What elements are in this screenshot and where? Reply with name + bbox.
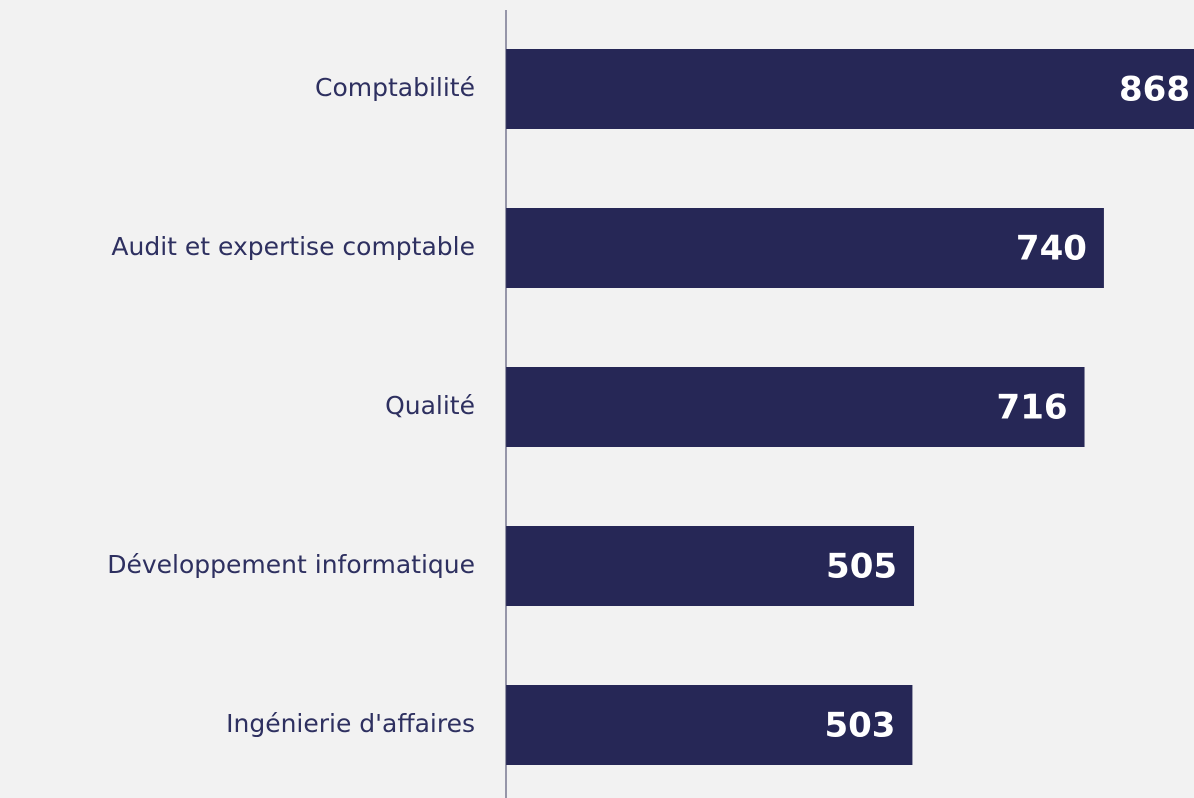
bar: [506, 208, 1104, 288]
bar: [506, 685, 913, 765]
bar: [506, 49, 1194, 129]
value-label: 505: [826, 547, 897, 587]
value-label: 740: [1016, 229, 1087, 269]
category-label: Comptabilité: [315, 73, 475, 102]
category-label: Ingénierie d'affaires: [226, 709, 475, 738]
category-label: Audit et expertise comptable: [111, 232, 475, 261]
bar: [506, 367, 1085, 447]
bar: [506, 526, 915, 606]
category-label: Développement informatique: [107, 550, 475, 579]
value-label: 716: [997, 388, 1068, 428]
value-label: 503: [824, 706, 895, 746]
category-label: Qualité: [385, 391, 475, 420]
value-label: 868: [1119, 70, 1190, 110]
